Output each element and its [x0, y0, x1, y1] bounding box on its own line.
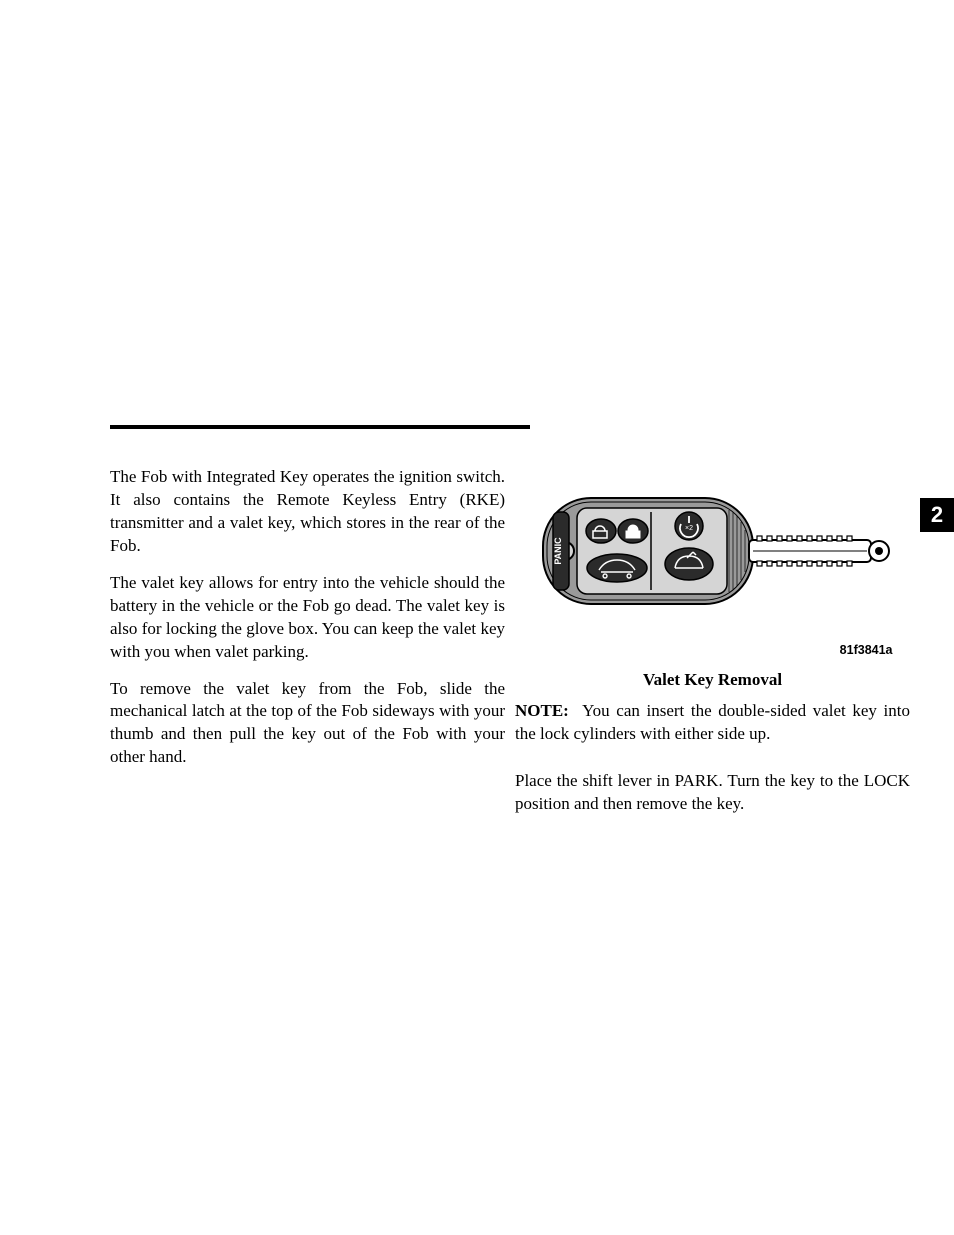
note-text: You can insert the double-sided valet ke…: [515, 701, 910, 743]
body-paragraph: The Fob with Integrated Key operates the…: [110, 466, 505, 558]
body-paragraph: The valet key allows for entry into the …: [110, 572, 505, 664]
trunk-icon: [587, 554, 647, 582]
key-fob-illustration: PANIC ×2: [523, 466, 903, 636]
removal-paragraph: Place the shift lever in PARK. Turn the …: [515, 770, 910, 816]
note-label: NOTE:: [515, 701, 569, 720]
figure: PANIC ×2: [523, 466, 903, 692]
liftgate-icon: [665, 548, 713, 580]
section-rule: [110, 425, 530, 429]
note-paragraph: NOTE: You can insert the double-sided va…: [515, 700, 910, 746]
section-tab: 2: [920, 498, 954, 532]
figure-caption: Valet Key Removal: [523, 669, 903, 692]
left-column: The Fob with Integrated Key operates the…: [110, 466, 505, 783]
right-column: PANIC ×2: [515, 466, 910, 816]
svg-text:×2: ×2: [685, 525, 693, 532]
manual-page: 2 The Fob with Integrated Key operates t…: [0, 0, 954, 1235]
body-paragraph: To remove the valet key from the Fob, sl…: [110, 678, 505, 770]
figure-code: 81f3841a: [523, 642, 903, 659]
panic-label: PANIC: [553, 537, 563, 565]
